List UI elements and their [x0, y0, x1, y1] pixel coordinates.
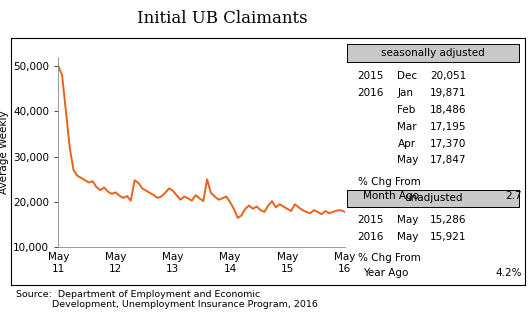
Text: 15,286: 15,286 — [430, 215, 466, 225]
Text: Month Ago: Month Ago — [363, 191, 419, 201]
Text: 2015: 2015 — [358, 215, 384, 225]
Text: 2015: 2015 — [358, 71, 384, 81]
Text: 2.7: 2.7 — [506, 191, 522, 201]
Text: seasonally adjusted: seasonally adjusted — [382, 48, 485, 58]
Text: Jan: Jan — [398, 88, 413, 98]
Text: 18,486: 18,486 — [430, 105, 466, 115]
Text: Source:  Department of Employment and Economic
            Development, Unemploy: Source: Department of Employment and Eco… — [16, 290, 318, 309]
Text: 17,847: 17,847 — [430, 155, 466, 165]
Text: 17,195: 17,195 — [430, 122, 466, 132]
Text: 20,051: 20,051 — [430, 71, 466, 81]
Text: Apr: Apr — [398, 139, 416, 149]
Text: Dec: Dec — [398, 71, 418, 81]
Text: Mar: Mar — [398, 122, 417, 132]
Text: Year Ago: Year Ago — [363, 268, 409, 278]
Text: 4.2%: 4.2% — [496, 268, 522, 278]
Text: 19,871: 19,871 — [430, 88, 466, 98]
Text: % Chg From: % Chg From — [358, 253, 420, 263]
Text: Initial UB Claimants: Initial UB Claimants — [137, 10, 308, 27]
Text: % Chg From: % Chg From — [358, 177, 420, 187]
Text: 15,921: 15,921 — [430, 232, 466, 242]
Text: unadjusted: unadjusted — [404, 193, 463, 203]
Text: May: May — [398, 232, 419, 242]
Text: 2016: 2016 — [358, 88, 384, 98]
Text: 17,370: 17,370 — [430, 139, 466, 149]
Text: May: May — [398, 155, 419, 165]
Y-axis label: Average Weekly: Average Weekly — [0, 110, 9, 194]
Text: May: May — [398, 215, 419, 225]
Text: 2016: 2016 — [358, 232, 384, 242]
Text: Feb: Feb — [398, 105, 416, 115]
